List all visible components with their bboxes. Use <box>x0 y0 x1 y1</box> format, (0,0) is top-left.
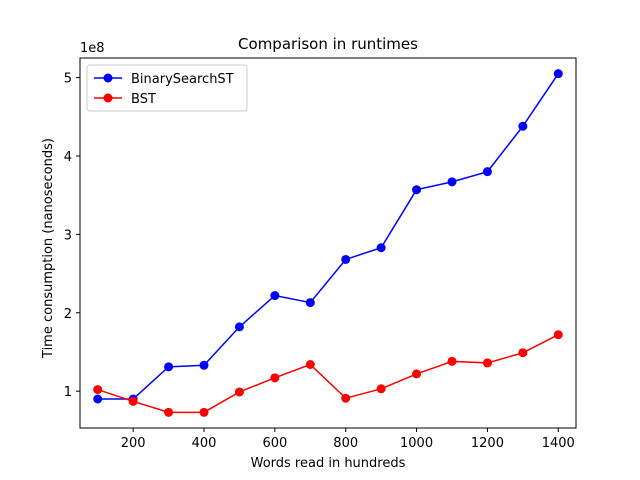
y-tick-label: 3 <box>64 228 72 243</box>
series-layer <box>93 69 563 417</box>
data-point-bst <box>234 387 244 397</box>
x-tick-label: 1000 <box>400 436 433 451</box>
x-tick-label: 400 <box>192 436 217 451</box>
y-tick-label: 4 <box>64 150 72 165</box>
data-point-bst <box>93 385 103 395</box>
data-point-binarysearchst <box>270 291 280 301</box>
data-point-binarysearchst <box>553 69 563 79</box>
x-tick-label: 800 <box>333 436 358 451</box>
data-point-binarysearchst <box>518 121 528 131</box>
data-point-binarysearchst <box>93 394 103 404</box>
y-tick-label: 1 <box>64 385 72 400</box>
data-point-binarysearchst <box>482 167 492 177</box>
y-tick-label: 2 <box>64 307 72 322</box>
data-point-bst <box>128 396 138 406</box>
data-point-binarysearchst <box>376 243 386 253</box>
x-axis-label: Words read in hundreds <box>251 456 406 471</box>
chart-title: Comparison in runtimes <box>238 35 418 53</box>
y-scale-label: 1e8 <box>80 41 105 56</box>
legend-swatch-marker-bst <box>103 93 113 103</box>
data-point-binarysearchst <box>234 322 244 332</box>
data-point-binarysearchst <box>305 298 315 308</box>
legend-swatch-marker-binarysearchst <box>103 73 113 83</box>
data-point-binarysearchst <box>447 177 457 187</box>
legend: BinarySearchST BST <box>86 64 248 112</box>
series-line-bst <box>97 334 559 414</box>
data-point-binarysearchst <box>164 362 174 372</box>
legend-label-bst: BST <box>131 92 156 107</box>
ticks-layer: 200 400 600 800 1000 1200 1400 1 2 3 4 5 <box>64 72 575 451</box>
series-line-binarysearchst <box>97 73 559 400</box>
data-point-binarysearchst <box>199 360 209 370</box>
y-axis-label: Time consumption (nanoseconds) <box>41 138 56 359</box>
data-point-bst <box>518 348 528 358</box>
legend-box <box>86 64 248 112</box>
x-tick-label: 1200 <box>471 436 504 451</box>
data-point-bst <box>270 373 280 383</box>
legend-label-binarysearchst: BinarySearchST <box>131 72 234 87</box>
plot-frame <box>79 57 577 429</box>
data-point-bst <box>482 358 492 368</box>
data-point-bst <box>376 384 386 394</box>
data-point-bst <box>447 356 457 366</box>
data-point-bst <box>412 369 422 379</box>
x-tick-label: 600 <box>262 436 287 451</box>
data-point-binarysearchst <box>412 185 422 195</box>
data-point-bst <box>164 407 174 417</box>
data-point-binarysearchst <box>341 254 351 264</box>
x-tick-label: 200 <box>121 436 146 451</box>
x-tick-label: 1400 <box>542 436 575 451</box>
data-point-bst <box>199 407 209 417</box>
data-point-bst <box>553 330 563 340</box>
data-point-bst <box>341 393 351 403</box>
data-point-bst <box>305 360 315 370</box>
y-tick-label: 5 <box>64 72 72 87</box>
